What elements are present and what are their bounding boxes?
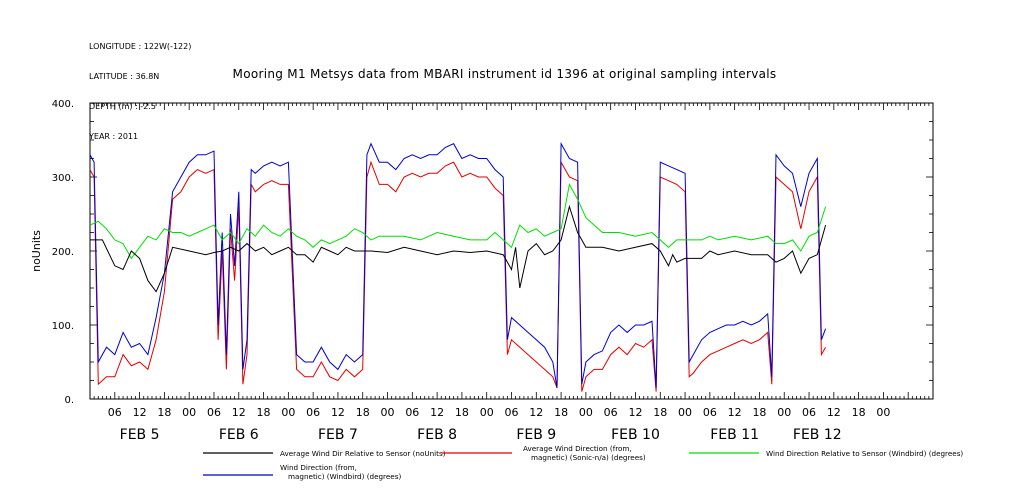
series-line — [90, 204, 827, 293]
x-hour-tick-label: 12 — [232, 406, 246, 419]
x-hour-tick-label: 12 — [529, 406, 543, 419]
legend-label: Wind Direction (from, — [280, 463, 357, 472]
x-hour-tick-label: 18 — [455, 406, 469, 419]
legend-label: Average Wind Direction (from, — [523, 444, 632, 453]
legend-label: magnetic) (Windbird) (degrees) — [288, 472, 401, 481]
x-hour-tick-label: 00 — [579, 406, 593, 419]
x-day-label: FEB 11 — [710, 427, 759, 443]
legend-label: magnetic) (Sonic-n/a) (degrees) — [531, 453, 646, 462]
x-hour-tick-label: 12 — [430, 406, 444, 419]
x-day-label: FEB 9 — [516, 427, 556, 443]
x-hour-tick-label: 00 — [678, 406, 692, 419]
x-day-label: FEB 12 — [793, 427, 842, 443]
series-line — [89, 160, 827, 392]
x-hour-tick-label: 06 — [306, 406, 320, 419]
legend-label: Wind Direction Relative to Sensor (Windb… — [766, 449, 963, 458]
x-hour-tick-label: 18 — [752, 406, 766, 419]
x-hour-tick-label: 00 — [281, 406, 295, 419]
x-hour-tick-label: 12 — [827, 406, 841, 419]
x-hour-tick-label: 18 — [852, 406, 866, 419]
x-hour-tick-label: 00 — [777, 406, 791, 419]
x-hour-tick-label: 00 — [182, 406, 196, 419]
x-hour-tick-label: 06 — [802, 406, 816, 419]
x-day-label: FEB 5 — [120, 427, 160, 443]
y-tick-label: 100. — [52, 321, 74, 332]
x-hour-tick-label: 12 — [728, 406, 742, 419]
meta-depth: DEPTH (m) : -2.5 — [89, 102, 156, 111]
x-day-label: FEB 7 — [318, 427, 358, 443]
meta-latitude: LATITUDE : 36.8N — [89, 72, 160, 81]
meta-year: YEAR : 2011 — [89, 132, 139, 141]
x-day-label: FEB 6 — [219, 427, 259, 443]
y-axis-label: noUnits — [30, 230, 43, 272]
x-hour-tick-label: 12 — [331, 406, 345, 419]
x-hour-tick-label: 12 — [133, 406, 147, 419]
y-tick-label: 0. — [64, 395, 74, 406]
y-tick-label: 400. — [52, 99, 74, 110]
x-hour-tick-label: 18 — [157, 406, 171, 419]
x-hour-tick-label: 18 — [554, 406, 568, 419]
legend-label: Average Wind Dir Relative to Sensor (noU… — [280, 449, 446, 458]
series-line — [89, 182, 827, 260]
x-hour-tick-label: 12 — [628, 406, 642, 419]
x-hour-tick-label: 00 — [480, 406, 494, 419]
x-hour-tick-label: 06 — [703, 406, 717, 419]
y-tick-label: 200. — [52, 247, 74, 258]
x-hour-tick-label: 06 — [108, 406, 122, 419]
x-hour-tick-label: 06 — [207, 406, 221, 419]
x-hour-tick-label: 18 — [257, 406, 271, 419]
chart-title: Mooring M1 Metsys data from MBARI instru… — [232, 67, 777, 81]
x-hour-tick-label: 18 — [356, 406, 370, 419]
x-hour-tick-label: 06 — [405, 406, 419, 419]
x-hour-tick-label: 06 — [604, 406, 618, 419]
y-tick-label: 300. — [52, 173, 74, 184]
series-line — [89, 141, 827, 388]
metadata-block: LONGITUDE : 122W(-122) LATITUDE : 36.8N … — [89, 22, 191, 152]
x-hour-tick-label: 18 — [653, 406, 667, 419]
meta-longitude: LONGITUDE : 122W(-122) — [89, 42, 192, 51]
x-day-label: FEB 8 — [417, 427, 457, 443]
x-hour-tick-label: 00 — [381, 406, 395, 419]
x-hour-tick-label: 06 — [505, 406, 519, 419]
x-hour-tick-label: 00 — [876, 406, 890, 419]
x-day-label: FEB 10 — [611, 427, 660, 443]
